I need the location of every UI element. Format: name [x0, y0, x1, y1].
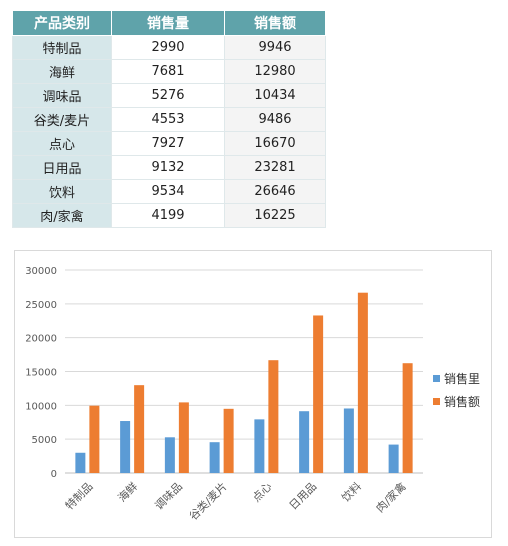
table-row: 肉/家禽 4199 16225: [12, 203, 326, 228]
table-cell-amount: 26646: [224, 179, 326, 204]
bar-sales-amount: [402, 363, 413, 473]
bar-sales-amount: [268, 360, 279, 473]
legend-label: 销售里: [444, 371, 480, 386]
table-row: 谷类/麦片 4553 9486: [12, 107, 326, 132]
table-cell-volume: 4553: [111, 107, 225, 132]
bar-sales-volume: [164, 437, 175, 473]
y-tick-label: 25000: [25, 300, 57, 311]
table-row: 饮料 9534 26646: [12, 179, 326, 204]
table-cell-amount: 12980: [224, 59, 326, 84]
table-cell-category: 谷类/麦片: [12, 107, 112, 132]
column-header-sales-volume: 销售量: [111, 10, 225, 36]
table-cell-volume: 9132: [111, 155, 225, 180]
y-tick-label: 20000: [25, 334, 57, 345]
table-row: 日用品 9132 23281: [12, 155, 326, 180]
bar-sales-amount: [178, 402, 189, 473]
chart-plot: 0 5000 10000 15000 20000 25000 30000 特制品 海鲜 调味品 谷类…: [25, 266, 480, 523]
table-row: 点心 7927 16670: [12, 131, 326, 156]
x-category-label: 饮料: [339, 479, 364, 504]
table-cell-category: 肉/家禽: [12, 203, 112, 228]
y-tick-label: 15000: [25, 368, 57, 379]
table-cell-volume: 7927: [111, 131, 225, 156]
y-tick-label: 10000: [25, 401, 57, 412]
table-cell-category: 海鲜: [12, 59, 112, 84]
bar-sales-amount: [357, 292, 368, 473]
bar-sales-volume: [343, 408, 354, 473]
table-cell-category: 饮料: [12, 179, 112, 204]
bar-sales-amount: [223, 408, 234, 473]
table-cell-amount: 9486: [224, 107, 326, 132]
y-tick-label: 5000: [32, 435, 57, 446]
table-cell-amount: 16670: [224, 131, 326, 156]
bar-sales-volume: [120, 421, 131, 473]
x-category-label: 海鲜: [115, 479, 140, 504]
bar-sales-volume: [254, 419, 265, 473]
table-cell-amount: 23281: [224, 155, 326, 180]
legend-label: 销售额: [444, 394, 480, 409]
x-category-label: 调味品: [152, 480, 185, 513]
bar-sales-amount: [89, 405, 100, 473]
table-cell-amount: 10434: [224, 83, 326, 108]
table-cell-amount: 16225: [224, 203, 326, 228]
table-cell-volume: 9534: [111, 179, 225, 204]
legend-swatch: [433, 398, 440, 405]
table-cell-category: 日用品: [12, 155, 112, 180]
x-category-label: 谷类/麦片: [186, 479, 230, 523]
table-row: 特制品 2990 9946: [12, 35, 326, 60]
x-category-label: 特制品: [62, 479, 95, 512]
table-cell-volume: 4199: [111, 203, 225, 228]
table-cell-category: 点心: [12, 131, 112, 156]
table-cell-volume: 5276: [111, 83, 225, 108]
bar-sales-volume: [388, 444, 399, 473]
bar-sales-amount: [134, 385, 145, 473]
x-category-label: 肉/家禽: [373, 479, 409, 515]
x-category-label: 日用品: [287, 480, 320, 513]
table-cell-category: 调味品: [12, 83, 112, 108]
bar-sales-volume: [209, 442, 220, 473]
column-header-category: 产品类别: [12, 10, 112, 36]
data-table: 产品类别 销售量 销售额 特制品 2990 9946 海鲜 7681 12980…: [12, 10, 326, 228]
table-row: 调味品 5276 10434: [12, 83, 326, 108]
table-cell-amount: 9946: [224, 35, 326, 60]
x-category-label: 点心: [250, 480, 275, 505]
table-cell-volume: 2990: [111, 35, 225, 60]
column-header-sales-amount: 销售额: [224, 10, 326, 36]
table-header-row: 产品类别 销售量 销售额: [12, 10, 326, 36]
bar-sales-amount: [313, 315, 324, 473]
bar-sales-volume: [299, 411, 310, 473]
y-tick-label: 0: [51, 469, 57, 480]
table-cell-volume: 7681: [111, 59, 225, 84]
bar-chart: 0 5000 10000 15000 20000 25000 30000 特制品 海鲜 调味品 谷类…: [14, 250, 492, 538]
legend-swatch: [433, 375, 440, 382]
table-row: 海鲜 7681 12980: [12, 59, 326, 84]
table-cell-category: 特制品: [12, 35, 112, 60]
bar-sales-volume: [75, 452, 86, 473]
y-tick-label: 30000: [25, 266, 57, 277]
